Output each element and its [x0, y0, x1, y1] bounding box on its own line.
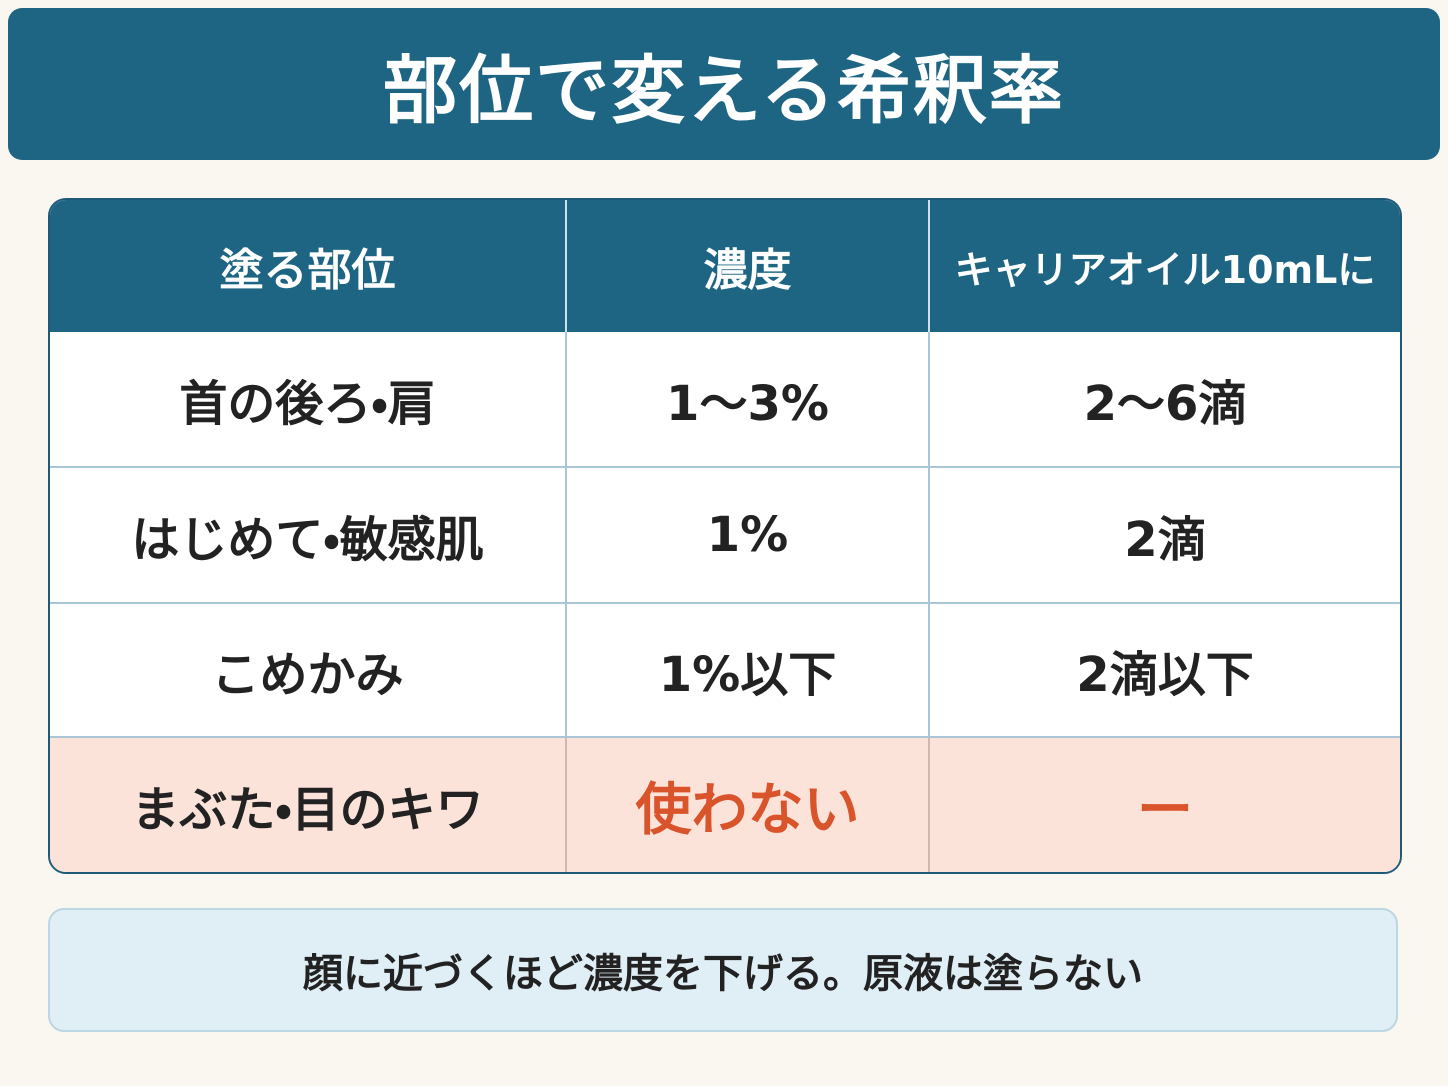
table-cell: 1〜3% [567, 332, 930, 468]
table-cell: 2〜6滴 [930, 332, 1400, 468]
table-cell: ー [930, 738, 1400, 872]
title-bar: 部位で変える希釈率 [8, 8, 1440, 160]
table-cell: 2滴 [930, 468, 1400, 604]
table-cell: 使わない [567, 738, 930, 872]
table-cell: はじめて・敏感肌 [50, 468, 567, 604]
table-cell: 首の後ろ・肩 [50, 332, 567, 468]
header-cell: キャリアオイル10mLに [930, 200, 1400, 332]
table: 塗る部位 濃度 キャリアオイル10mLに首の後ろ・肩 1〜3% 2〜6滴はじめて・敏感肌… [48, 198, 1402, 874]
table-cell: こめかみ [50, 604, 567, 738]
table-cell: 1%以下 [567, 604, 930, 738]
table-cell: 1% [567, 468, 930, 604]
header-cell: 塗る部位 [50, 200, 567, 332]
table-cell: 2滴以下 [930, 604, 1400, 738]
header-cell: 濃度 [567, 200, 930, 332]
table-cell: まぶた・目のキワ [50, 738, 567, 872]
note: 顔に近づくほど濃度を下げる。原液は塗らない [48, 908, 1398, 1032]
